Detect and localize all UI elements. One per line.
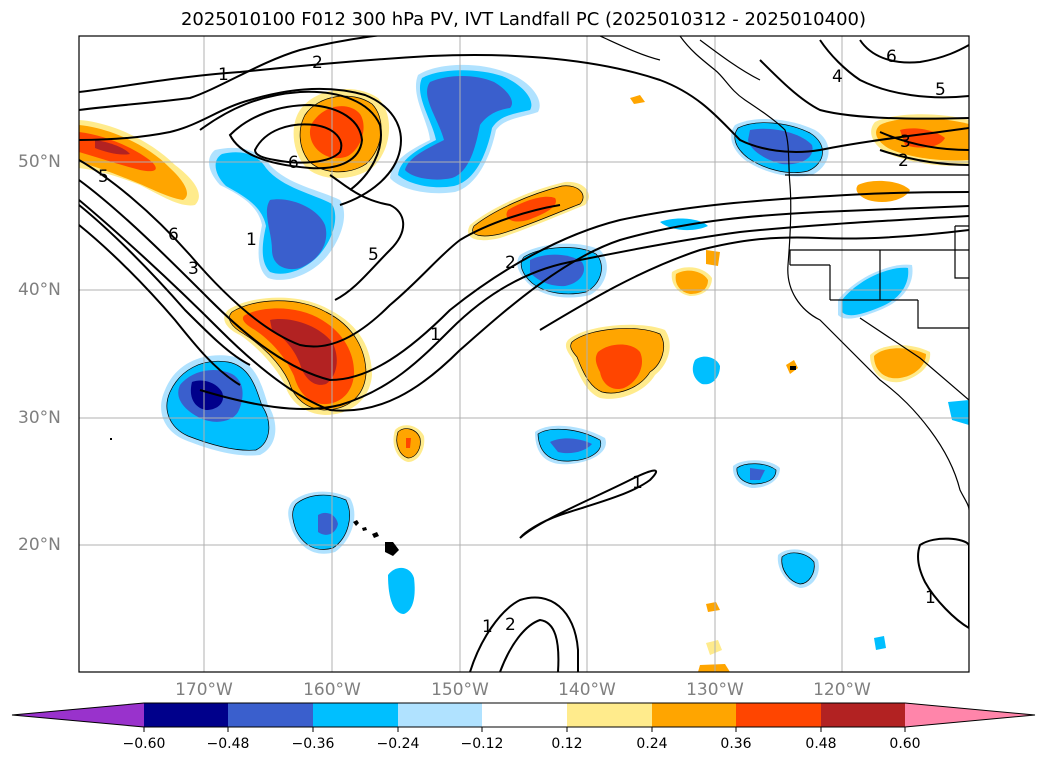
lat-label-40n: 40°N bbox=[18, 280, 61, 300]
contour-label: 1 bbox=[482, 617, 493, 637]
colorbar-tick-label: 0.12 bbox=[551, 736, 583, 752]
lon-label-130w: 130°W bbox=[686, 680, 744, 700]
ivt-contours bbox=[79, 36, 969, 672]
contour-label: 2 bbox=[505, 615, 516, 635]
contour-label: 1 bbox=[218, 65, 229, 85]
contour-label: 6 bbox=[886, 47, 897, 67]
map-gridlines bbox=[79, 36, 969, 672]
contour-label: 2 bbox=[312, 53, 323, 73]
contour-labels: 1 2 6 5 6 1 3 5 2 1 1 1 2 6 5 3 2 1 4 bbox=[98, 47, 946, 637]
contour-label: 4 bbox=[832, 67, 843, 87]
colorbar-segment bbox=[228, 703, 313, 727]
contour-label: 6 bbox=[288, 153, 299, 173]
colorbar-tick-label: 0.48 bbox=[805, 736, 837, 752]
colorbar-segment bbox=[482, 703, 567, 727]
colorbar-underflow-triangle bbox=[12, 703, 144, 727]
lat-label-50n: 50°N bbox=[18, 152, 61, 172]
map-title: 2025010100 F012 300 hPa PV, IVT Landfall… bbox=[180, 9, 867, 30]
colorbar-segment bbox=[398, 703, 482, 727]
lat-label-30n: 30°N bbox=[18, 408, 61, 428]
colorbar bbox=[11, 702, 1036, 732]
colorbar-segment bbox=[567, 703, 652, 727]
colorbar-segment bbox=[313, 703, 398, 727]
lon-label-150w: 150°W bbox=[431, 680, 489, 700]
colorbar-segment bbox=[736, 703, 821, 727]
lat-label-20n: 20°N bbox=[18, 535, 61, 555]
lon-label-120w: 120°W bbox=[813, 680, 871, 700]
contour-label: 1 bbox=[430, 325, 441, 345]
islands bbox=[110, 366, 796, 556]
colorbar-tick-label: 0.24 bbox=[636, 736, 668, 752]
colorbar-tick-label: −0.12 bbox=[460, 736, 504, 752]
colorbar-segment bbox=[144, 703, 228, 727]
colorbar-tick-label: −0.24 bbox=[376, 736, 420, 752]
map-content: 1 2 6 5 6 1 3 5 2 1 1 1 2 6 5 3 2 1 4 bbox=[79, 36, 969, 672]
colorbar-tick-label: −0.60 bbox=[122, 736, 166, 752]
lon-label-160w: 160°W bbox=[303, 680, 361, 700]
colorbar-tick-label: −0.36 bbox=[291, 736, 335, 752]
contour-label: 1 bbox=[925, 588, 936, 608]
colorbar-tick-label: −0.48 bbox=[206, 736, 250, 752]
colorbar-tick-label: 0.60 bbox=[889, 736, 921, 752]
contour-label: 5 bbox=[935, 80, 946, 100]
contour-label: 1 bbox=[632, 473, 643, 493]
contour-label: 1 bbox=[246, 230, 257, 250]
coastlines bbox=[599, 36, 969, 511]
contour-label: 3 bbox=[900, 132, 911, 152]
contour-label: 2 bbox=[898, 151, 909, 171]
lon-label-170w: 170°W bbox=[175, 680, 233, 700]
contour-label: 3 bbox=[188, 259, 199, 279]
contour-label: 5 bbox=[98, 167, 109, 187]
colorbar-segment bbox=[652, 703, 736, 727]
colorbar-overflow-triangle bbox=[905, 703, 1035, 727]
contour-label: 2 bbox=[505, 253, 516, 273]
pv-anomaly-edges bbox=[166, 95, 823, 585]
map-frame bbox=[78, 35, 970, 673]
lon-label-140w: 140°W bbox=[558, 680, 616, 700]
colorbar-segment bbox=[821, 703, 905, 727]
contour-label: 5 bbox=[368, 245, 379, 265]
colorbar-tick-label: 0.36 bbox=[720, 736, 752, 752]
pv-anomaly-fills bbox=[79, 64, 969, 672]
contour-label: 6 bbox=[168, 225, 179, 245]
